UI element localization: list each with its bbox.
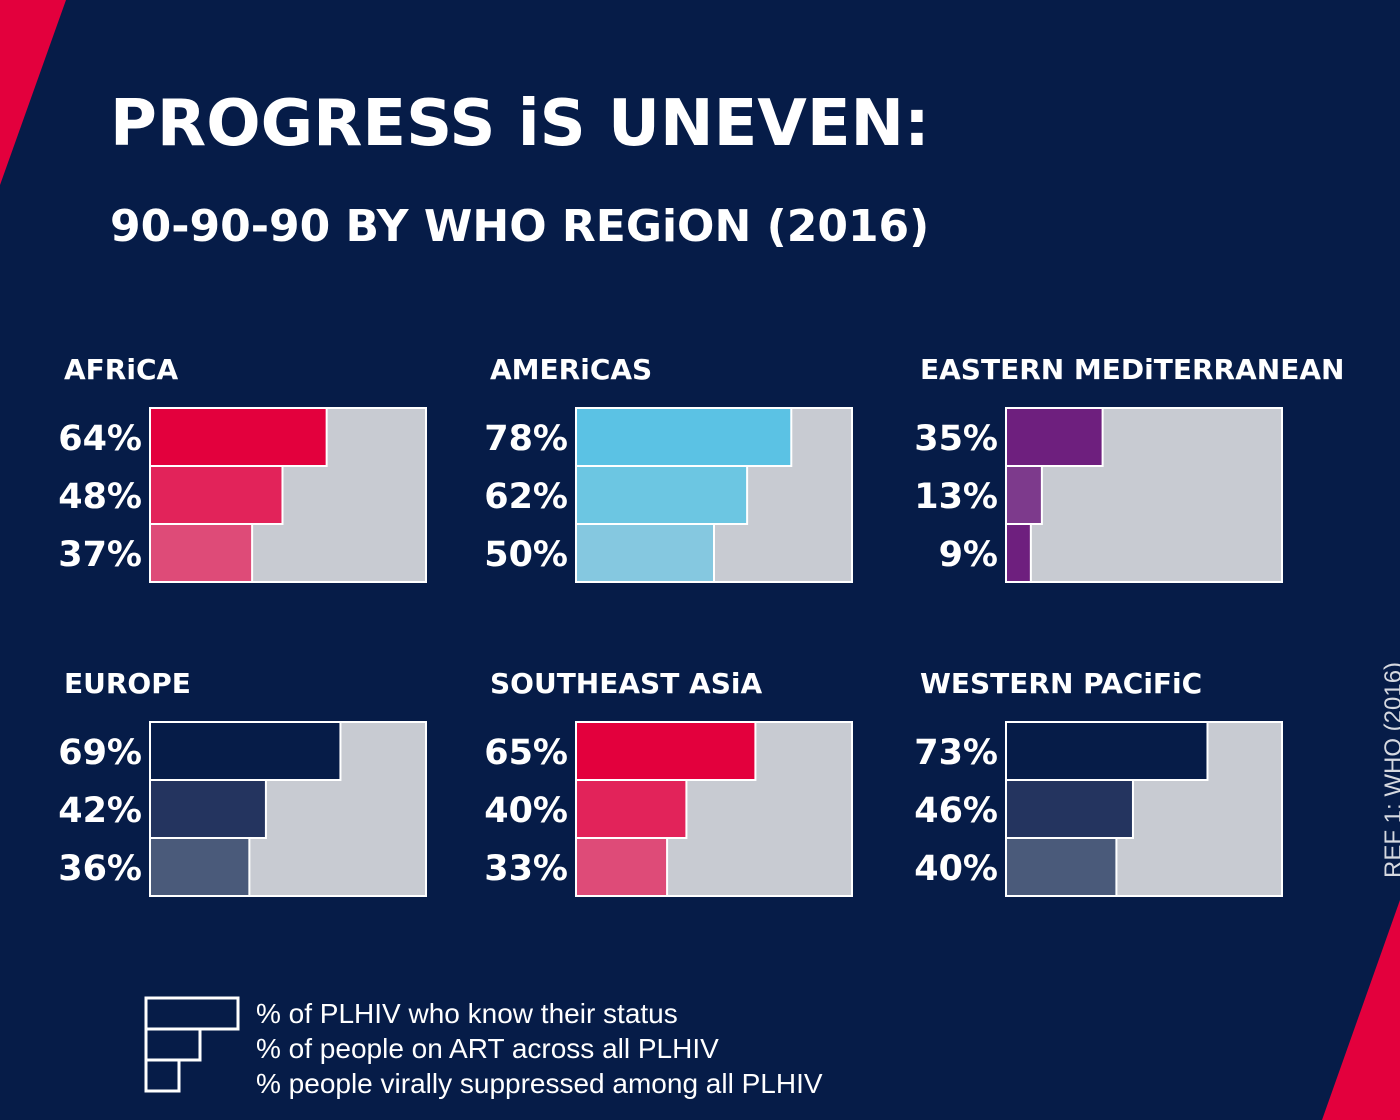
chart-western-pacific: 73% 46% 40% <box>914 721 1283 897</box>
value-label-virally-suppressed: 36% <box>58 849 142 889</box>
bar-know-status <box>149 407 328 467</box>
bar-virally-suppressed <box>149 837 251 897</box>
bar-know-status <box>149 721 342 781</box>
bar-know-status <box>1005 407 1104 467</box>
panel-western-pacific: WESTERN PACiFiC 73% 46% 40% <box>914 667 1290 910</box>
value-label-know-status: 64% <box>58 419 142 459</box>
bar-on-art <box>1005 779 1134 839</box>
bar-on-art <box>575 465 749 525</box>
value-label-virally-suppressed: 40% <box>914 849 998 889</box>
value-label-on-art: 48% <box>58 477 142 517</box>
value-label-virally-suppressed: 33% <box>484 849 568 889</box>
bar-on-art <box>149 779 267 839</box>
value-label-know-status: 65% <box>484 733 568 773</box>
bar-on-art <box>575 779 688 839</box>
value-label-know-status: 78% <box>484 419 568 459</box>
value-label-virally-suppressed: 50% <box>484 535 568 575</box>
chart-africa: 64% 48% 37% <box>58 407 427 583</box>
legend-stair-icon <box>144 996 240 1093</box>
bottom-right-red-corner <box>1322 900 1400 1120</box>
panel-title: AMERiCAS <box>490 353 653 386</box>
legend-item-on-art: % of people on ART across all PLHIV <box>256 1033 719 1064</box>
value-label-on-art: 40% <box>484 791 568 831</box>
chart-europe: 69% 42% 36% <box>58 721 427 897</box>
panel-americas: AMERiCAS 78% 62% 50% <box>484 353 860 596</box>
bar-know-status <box>575 407 793 467</box>
panel-title: SOUTHEAST ASiA <box>490 667 763 700</box>
bar-know-status <box>575 721 757 781</box>
value-label-know-status: 73% <box>914 733 998 773</box>
panel-title: EASTERN MEDiTERRANEAN <box>920 353 1345 386</box>
panel-africa: AFRiCA 64% 48% 37% <box>58 353 434 596</box>
bar-on-art <box>1005 465 1043 525</box>
panel-europe: EUROPE 69% 42% 36% <box>58 667 434 910</box>
value-label-virally-suppressed: 37% <box>58 535 142 575</box>
panel-eastern-mediterranean: EASTERN MEDiTERRANEAN 35% 13% 9% <box>914 356 1344 596</box>
bar-virally-suppressed <box>575 523 715 583</box>
chart-southeast-asia: 65% 40% 33% <box>484 721 853 897</box>
value-label-know-status: 69% <box>58 733 142 773</box>
value-label-on-art: 62% <box>484 477 568 517</box>
bar-on-art <box>149 465 284 525</box>
value-label-on-art: 42% <box>58 791 142 831</box>
top-left-red-corner <box>0 0 66 185</box>
bar-virally-suppressed <box>1005 523 1032 583</box>
value-label-on-art: 13% <box>914 477 998 517</box>
page-subtitle: 90-90-90 BY WHO REGiON (2016) <box>110 201 930 252</box>
bar-virally-suppressed <box>1005 837 1118 897</box>
value-label-on-art: 46% <box>914 791 998 831</box>
panel-title: WESTERN PACiFiC <box>920 667 1203 700</box>
panel-title: AFRiCA <box>64 353 179 386</box>
reference-note: REF 1: WHO (2016) <box>1380 661 1400 878</box>
page-title: PROGRESS iS UNEVEN: <box>110 87 930 161</box>
bar-virally-suppressed <box>149 523 254 583</box>
panel-southeast-asia: SOUTHEAST ASiA 65% 40% 33% <box>484 667 860 910</box>
legend-item-virally-suppressed: % people virally suppressed among all PL… <box>256 1068 823 1099</box>
legend-item-know-status: % of PLHIV who know their status <box>256 998 678 1029</box>
chart-eastern-mediterranean: 35% 13% 9% <box>914 407 1283 583</box>
bar-know-status <box>1005 721 1209 781</box>
chart-americas: 78% 62% 50% <box>484 407 853 583</box>
panel-title: EUROPE <box>64 667 191 700</box>
value-label-know-status: 35% <box>914 419 998 459</box>
bar-virally-suppressed <box>575 837 669 897</box>
value-label-virally-suppressed: 9% <box>939 535 998 575</box>
